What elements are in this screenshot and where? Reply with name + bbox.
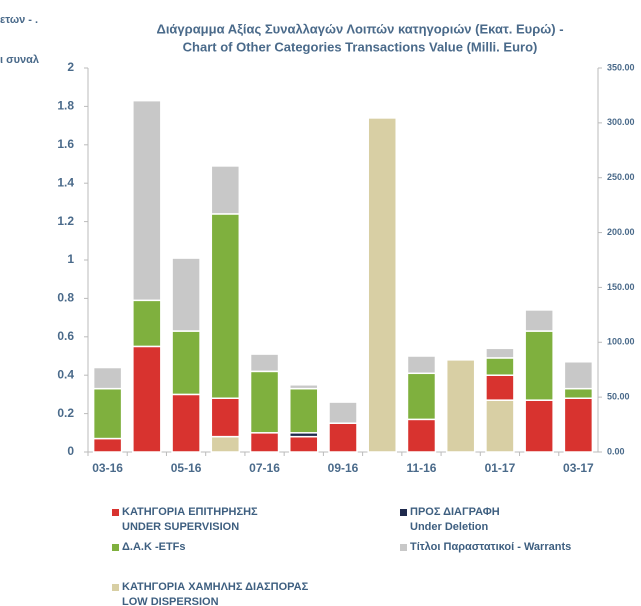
bar-segment <box>563 387 594 399</box>
legend-swatch <box>112 509 119 516</box>
y2-tick-label: 100.00 <box>607 337 635 347</box>
bar-segment <box>328 401 358 424</box>
y-tick-label: 0 <box>67 444 74 458</box>
y-tick-label: 0.6 <box>57 329 74 343</box>
bar-segment <box>289 387 319 434</box>
bar-segment <box>171 330 201 396</box>
bar-segment <box>210 213 241 399</box>
x-tick-label: 11-16 <box>406 461 436 475</box>
x-tick-label: 03-16 <box>92 461 123 475</box>
legend-label: ΠΡΟΣ ΔΙΑΓΡΑΦΗ Under Deletion <box>410 506 500 533</box>
bar-segment <box>92 366 123 390</box>
bar-segment <box>210 435 241 453</box>
y-tick-label: 0.4 <box>57 367 74 381</box>
bar-segment <box>92 387 123 440</box>
bar-segment <box>485 357 515 376</box>
legend-entry: Δ.Α.Κ -ETFs <box>112 540 186 555</box>
legend-swatch <box>400 544 407 551</box>
bar-segment <box>485 399 515 453</box>
bar-segment <box>249 370 280 434</box>
y-tick-label: 2 <box>67 60 74 74</box>
y-tick-label: 1.2 <box>57 214 74 228</box>
x-tick-label: 09-16 <box>328 461 359 475</box>
bar-segment <box>249 353 280 373</box>
bar-segment <box>485 374 515 401</box>
legend-label: Τίτλοι Παραστατικοί - Warrants <box>410 541 572 553</box>
bar-segment <box>132 345 162 453</box>
y-tick-label: 0.8 <box>57 291 74 305</box>
bar-segment <box>171 393 201 453</box>
y-tick-label: 1 <box>67 252 74 266</box>
legend-label: ΚΑΤΗΓΟΡΙΑ ΧΑΜΗΛΗΣ ΔΙΑΣΠΟΡΑΣ LOW DISPERSI… <box>122 581 309 606</box>
x-tick-label: 01-17 <box>485 461 516 475</box>
legend-swatch <box>400 509 407 516</box>
bar-segment <box>406 355 437 375</box>
bar-segment <box>289 384 319 390</box>
y-tick-label: 1.4 <box>57 175 74 189</box>
bar-segment <box>445 359 476 453</box>
bar-segment <box>328 422 358 453</box>
bar-segment <box>485 347 515 359</box>
bar-segment <box>132 99 162 302</box>
bar-segment <box>210 397 241 438</box>
legend-swatch <box>112 584 119 591</box>
x-tick-label: 03-17 <box>563 461 594 475</box>
legend-swatch <box>112 544 119 551</box>
bar-segment <box>406 418 437 453</box>
clipped-label: ι συναλ <box>0 54 39 66</box>
legend-entry: ΚΑΤΗΓΟΡΙΑ ΧΑΜΗΛΗΣ ΔΙΑΣΠΟΡΑΣ LOW DISPERSI… <box>112 580 308 606</box>
legend-entry: ΠΡΟΣ ΔΙΑΓΡΑΦΗ Under Deletion <box>400 505 500 535</box>
bar-segment <box>92 437 123 453</box>
y-tick-label: 1.8 <box>57 99 74 113</box>
x-tick-label: 07-16 <box>249 461 280 475</box>
x-tick-label: 05-16 <box>171 461 202 475</box>
bar-segment <box>210 165 241 215</box>
y2-tick-label: 250.00 <box>607 172 635 182</box>
clipped-label: ετων - . <box>0 14 38 26</box>
chart-title: Διάγραμμα Αξίας Συναλλαγών Λοιπών κατηγο… <box>156 21 563 36</box>
legend-label: Δ.Α.Κ -ETFs <box>122 541 186 553</box>
y2-tick-label: 300.00 <box>607 117 635 127</box>
bar-segment <box>132 299 162 348</box>
chart-subtitle: Chart of Other Categories Transactions V… <box>183 39 538 54</box>
bar-segment <box>289 435 319 453</box>
y2-tick-label: 0.00 <box>607 446 625 456</box>
bar-segment <box>406 372 437 421</box>
legend-label: ΚΑΤΗΓΟΡΙΑ ΕΠΙΤΗΡΗΣΗΣ UNDER SUPERVISION <box>122 506 258 533</box>
legend-entry: ΚΑΤΗΓΟΡΙΑ ΕΠΙΤΗΡΗΣΗΣ UNDER SUPERVISION <box>112 505 258 535</box>
bar-segment <box>524 309 554 332</box>
legend-entry: Τίτλοι Παραστατικοί - Warrants <box>400 540 571 555</box>
y2-tick-label: 350.00 <box>607 62 635 72</box>
y-tick-label: 0.2 <box>57 406 74 420</box>
bar-segment <box>563 397 594 453</box>
bar-segment <box>563 361 594 390</box>
bar-segment <box>171 257 201 332</box>
bar-segment <box>524 330 554 401</box>
y2-tick-label: 150.00 <box>607 282 635 292</box>
bar-segment <box>367 117 397 453</box>
bar-segment <box>524 399 554 453</box>
y2-tick-label: 50.00 <box>607 392 630 402</box>
y2-tick-label: 200.00 <box>607 227 635 237</box>
bar-segment <box>249 432 280 453</box>
y-tick-label: 1.6 <box>57 137 74 151</box>
